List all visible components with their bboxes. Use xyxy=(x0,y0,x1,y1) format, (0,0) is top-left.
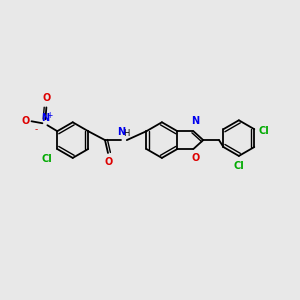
Text: H: H xyxy=(123,129,129,138)
Text: Cl: Cl xyxy=(258,126,269,136)
Text: Cl: Cl xyxy=(42,154,52,164)
Text: +: + xyxy=(46,111,52,120)
Text: O: O xyxy=(42,93,50,103)
Text: N: N xyxy=(191,116,200,126)
Text: O: O xyxy=(21,116,29,126)
Text: -: - xyxy=(35,125,38,134)
Text: O: O xyxy=(191,153,200,163)
Text: N: N xyxy=(41,113,50,123)
Text: N: N xyxy=(117,127,125,137)
Text: Cl: Cl xyxy=(233,161,244,171)
Text: O: O xyxy=(105,157,113,167)
